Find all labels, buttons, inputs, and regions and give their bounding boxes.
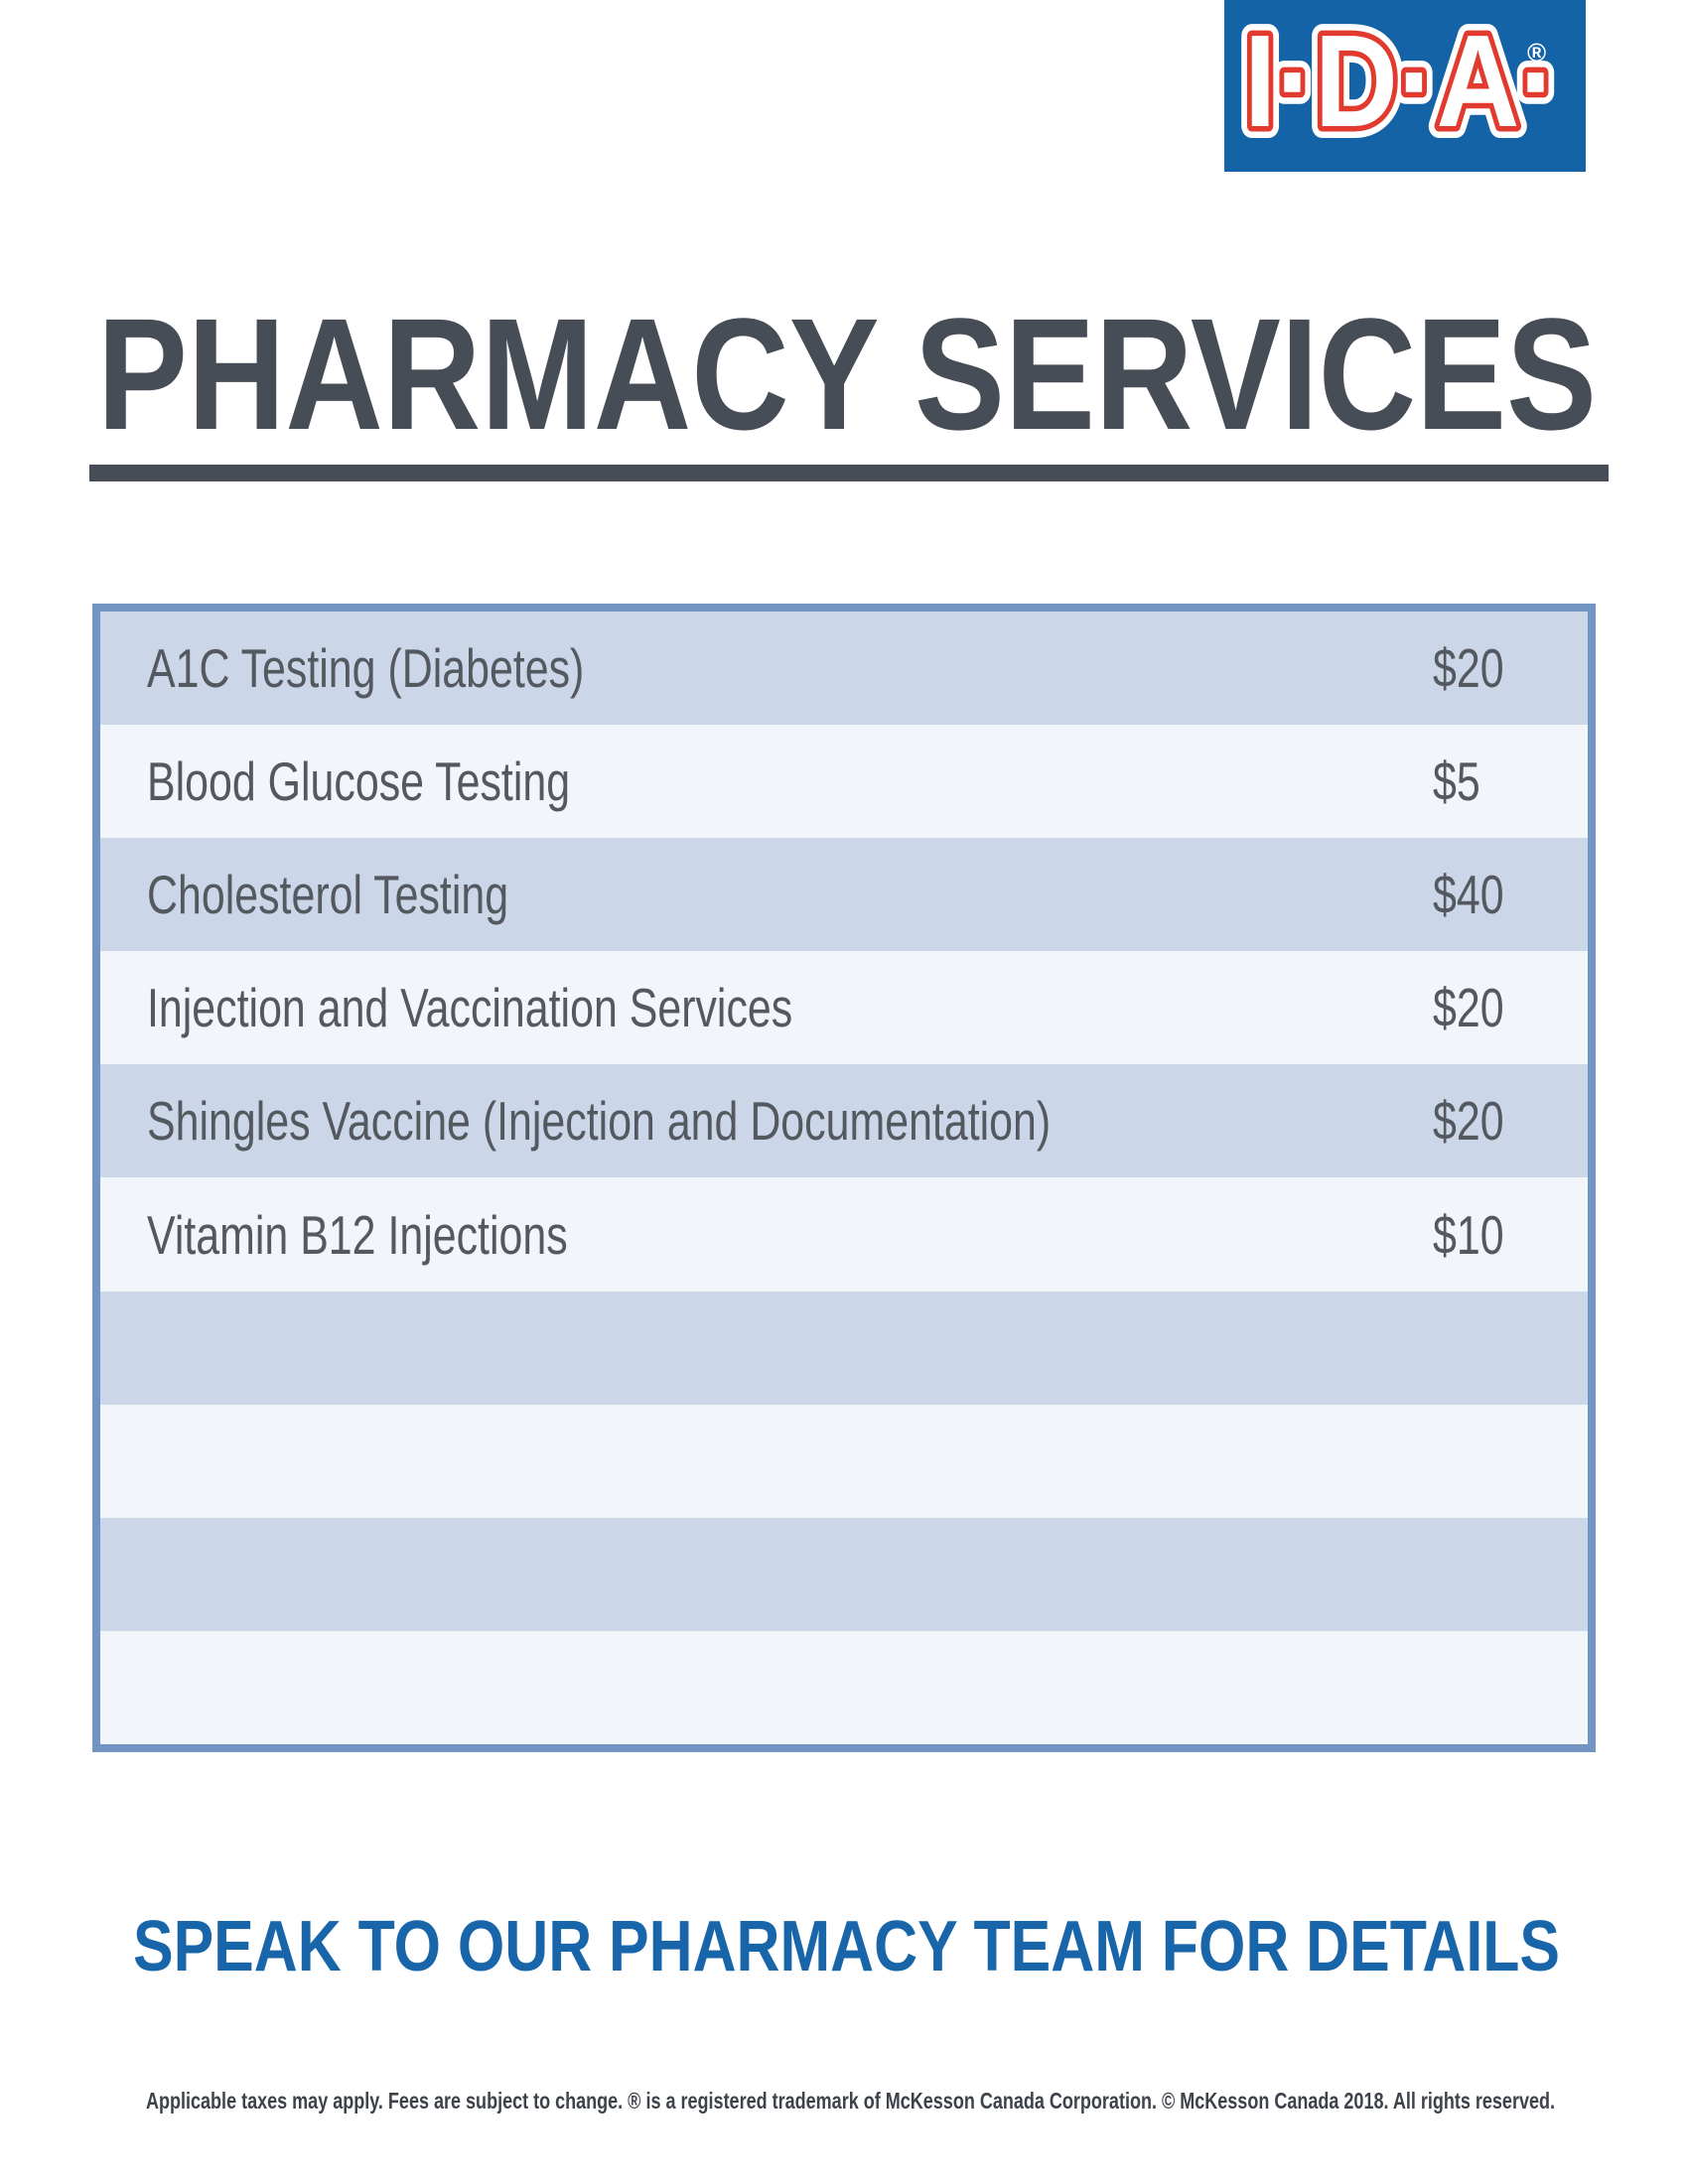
service-name: Blood Glucose Testing xyxy=(147,751,571,813)
table-row: Blood Glucose Testing $5 xyxy=(100,725,1588,839)
table-row-empty xyxy=(100,1630,1588,1744)
service-price: $5 xyxy=(1433,751,1480,813)
table-row: Vitamin B12 Injections $10 xyxy=(100,1177,1588,1292)
table-row-empty xyxy=(100,1291,1588,1405)
table-row: A1C Testing (Diabetes) $20 xyxy=(100,612,1588,726)
service-price: $20 xyxy=(1433,637,1504,700)
legal-text: Applicable taxes may apply. Fees are sub… xyxy=(146,2088,1555,2114)
table-row-empty xyxy=(100,1404,1588,1518)
service-price: $10 xyxy=(1433,1203,1504,1266)
table-row-empty xyxy=(100,1517,1588,1631)
legal-footnote: Applicable taxes may apply. Fees are sub… xyxy=(146,2088,1555,2114)
page-title: PHARMACY SERVICES xyxy=(97,285,1597,463)
service-name: Injection and Vaccination Services xyxy=(147,977,793,1039)
services-price-table: A1C Testing (Diabetes) $20 Blood Glucose… xyxy=(92,604,1596,1752)
title-underline xyxy=(89,465,1609,481)
service-price: $20 xyxy=(1433,1090,1504,1153)
cta-banner: SPEAK TO OUR PHARMACY TEAM FOR DETAILS xyxy=(133,1907,1560,1986)
ida-logo-text-halo: I·D·A· xyxy=(1244,8,1558,154)
ida-logo-text: I·D·A· xyxy=(1244,8,1558,154)
table-row: Shingles Vaccine (Injection and Document… xyxy=(100,1064,1588,1178)
ida-logo-graphic: I·D·A· I·D·A· ® xyxy=(1232,0,1570,166)
table-row: Cholesterol Testing $40 xyxy=(100,838,1588,952)
page-title-text: PHARMACY SERVICES xyxy=(97,285,1597,463)
service-name: Vitamin B12 Injections xyxy=(147,1203,568,1266)
registered-mark-icon: ® xyxy=(1527,38,1546,68)
ida-logo: I·D·A· I·D·A· ® xyxy=(1224,0,1586,172)
service-name: Cholesterol Testing xyxy=(147,864,509,926)
table-row: Injection and Vaccination Services $20 xyxy=(100,951,1588,1065)
service-price: $20 xyxy=(1433,977,1504,1039)
service-name: Shingles Vaccine (Injection and Document… xyxy=(147,1090,1052,1153)
cta-text: SPEAK TO OUR PHARMACY TEAM FOR DETAILS xyxy=(133,1907,1560,1986)
service-name: A1C Testing (Diabetes) xyxy=(147,637,585,700)
service-price: $40 xyxy=(1433,864,1504,926)
